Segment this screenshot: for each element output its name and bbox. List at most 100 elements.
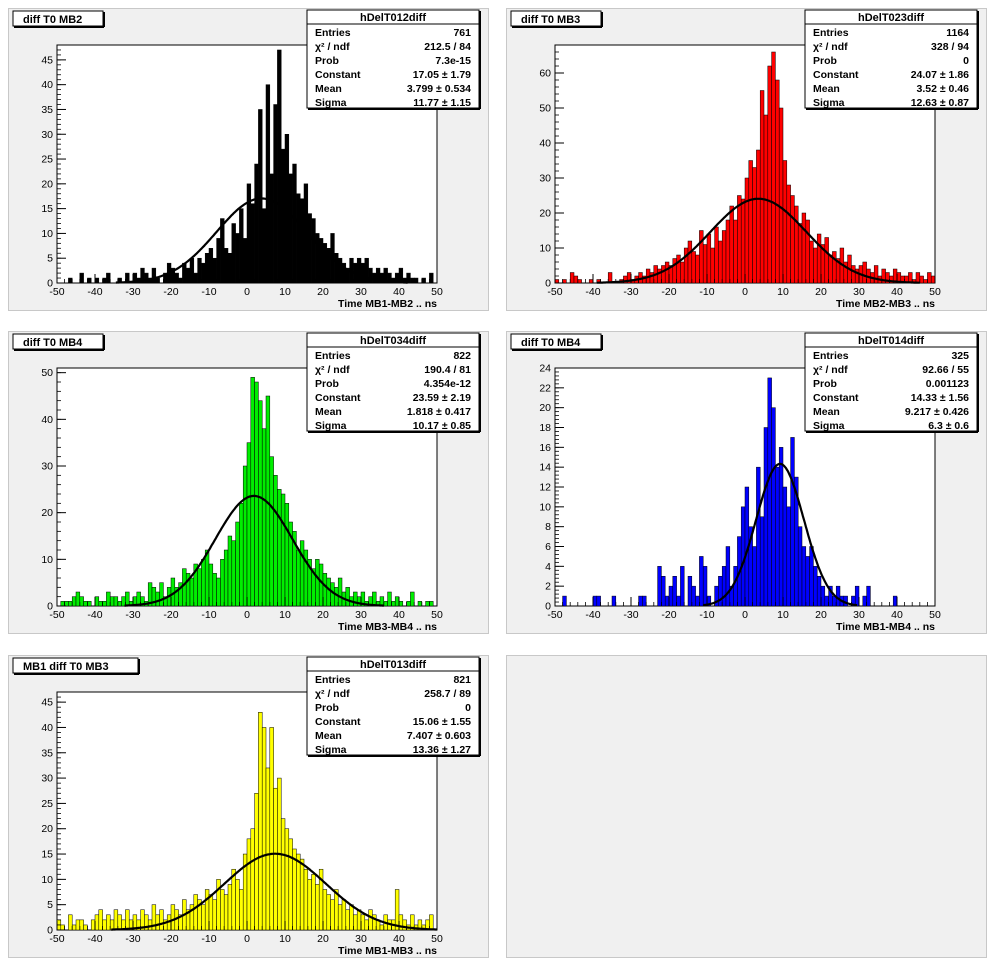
histogram-bar [79,919,84,931]
histogram-bar [94,277,100,284]
gaussian-fit-line [111,852,437,931]
stats-label: Sigma [315,744,347,756]
histogram-bar [805,219,810,284]
histogram-bar [771,51,776,284]
histogram-bar [429,272,434,284]
y-tick-label: 10 [41,874,53,886]
histogram-bar [280,818,286,931]
y-tick-label: 25 [41,154,53,166]
histogram-bar [402,919,407,931]
y-tick-label: 30 [41,773,53,785]
histogram-bar [680,261,685,284]
histogram-bar [368,267,373,284]
histogram-bar [125,909,130,931]
histogram-bar [68,277,73,284]
histogram-bar [155,591,160,607]
histogram-bar [102,919,107,931]
histogram-bar [261,727,267,931]
x-tick-label: -10 [699,286,714,298]
histogram-bar [794,205,799,284]
histogram-bar [699,556,704,607]
histogram-bar [79,596,84,607]
stats-title: hDelT034diff [360,335,426,347]
stats-value: 0 [963,55,969,67]
stats-value: 24.07 ± 1.86 [911,69,969,81]
histogram-bar [786,184,791,284]
histogram-pad: 0 2 4 6 8 10 12 14 16 18 20 22 24 -50 -40 -30 -20 -10 0 10 2… [506,331,987,634]
histogram-bar [592,595,598,607]
histogram-bar [927,272,932,284]
histogram-bar [269,173,274,284]
x-tick-label: 0 [244,609,250,621]
histogram-svg: 0 5 10 15 20 25 30 35 40 45 -50 -40 -30 -20 -10 0 10 20 30… [12,9,481,310]
histogram-bar [364,257,369,284]
histogram-bar [261,428,267,607]
histogram-bar [83,924,88,931]
x-tick-label: 30 [355,286,367,298]
x-tick-label: 0 [244,933,250,945]
histogram-bar [318,238,324,284]
histogram-bar [676,595,681,607]
y-tick-label: 15 [41,203,53,215]
histogram-bar [771,407,776,607]
histogram-bar [144,272,149,284]
histogram-bar [740,198,746,284]
stats-label: Sigma [315,97,347,109]
histogram-bar [356,257,362,284]
histogram-bar [220,889,225,931]
histogram-bar [744,177,750,284]
gaussian-fit-line [124,494,384,607]
stats-label: Mean [315,730,342,742]
histogram-bar [915,272,921,284]
y-tick-label: 25 [41,798,53,810]
y-tick-label: 15 [41,849,53,861]
histogram-bar [410,914,415,931]
histogram-bar [71,924,77,931]
histogram-bar [672,576,677,607]
histogram-bar [588,279,594,284]
histogram-bar [277,489,282,607]
y-tick-label: 40 [539,138,551,150]
histogram-bar [387,591,392,607]
y-tick-label: 30 [539,173,551,185]
x-tick-label: -50 [49,933,64,945]
histogram-pad: 0 10 20 30 40 50 60 -50 -40 -30 -20 -10 0 10 20 30 40 50 T… [506,8,987,311]
histogram-bar [258,400,263,607]
gaussian-fit-line [596,197,920,284]
histogram-bar [223,248,229,284]
x-tick-label: -30 [125,609,140,621]
histogram-bar [216,577,221,607]
histogram-bar [315,884,320,931]
x-tick-label: 50 [431,286,443,298]
x-tick-label: 30 [355,609,367,621]
stats-label: χ² / ndf [315,688,350,700]
histogram-bar [288,838,293,931]
x-tick-label: -30 [623,609,638,621]
histogram-bar [775,466,780,607]
histogram-bar [820,585,826,607]
stats-title: hDelT013diff [360,659,426,671]
histogram-bar [182,568,187,607]
histogram-bar [661,265,666,284]
histogram-bar [554,279,560,284]
histogram-bar [125,591,130,607]
histogram-bar [410,591,415,607]
y-tick-label: 30 [41,129,53,141]
histogram-bar [394,889,400,931]
x-tick-label: 40 [891,286,903,298]
histogram-bar [231,223,236,284]
x-tick-label: 50 [431,609,443,621]
histogram-bar [410,277,415,284]
y-tick-label: 10 [41,228,53,240]
histogram-bar [83,601,88,607]
histogram-bar [345,587,350,607]
stats-box [306,656,480,756]
histogram-bar [235,233,240,284]
stats-value: 13.36 ± 1.27 [413,744,471,756]
histogram-bar [235,879,240,931]
x-tick-label: 20 [317,609,329,621]
histogram-bar [155,277,160,284]
histogram-bar [280,493,286,607]
histogram-bar [303,868,309,931]
histogram-bar [782,486,788,607]
